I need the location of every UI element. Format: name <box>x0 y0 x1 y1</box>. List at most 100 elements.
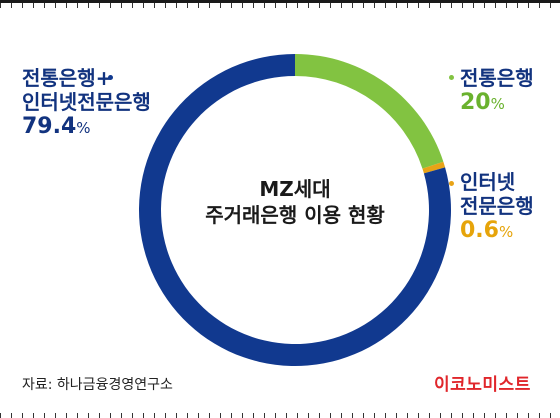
label-name-line: 전통은행 <box>460 66 534 90</box>
ruler-tick <box>407 3 408 8</box>
ruler-tick <box>539 413 540 418</box>
ruler-tick <box>11 3 12 8</box>
ruler-tick <box>308 3 309 8</box>
ruler-tick <box>451 413 452 418</box>
ruler-tick <box>165 3 166 8</box>
ruler-tick <box>429 3 430 8</box>
donut-slice-1 <box>422 161 446 174</box>
ruler-tick <box>363 3 364 8</box>
label-name-line: 인터넷전문은행 <box>22 90 151 114</box>
ruler-tick <box>440 413 441 418</box>
ruler-tick <box>418 413 419 418</box>
ruler-tick <box>330 3 331 8</box>
ruler-tick <box>297 413 298 418</box>
chart-title-line-2: 주거래은행 이용 현황 <box>205 203 385 227</box>
ruler-tick <box>264 3 265 8</box>
ruler-tick <box>396 413 397 418</box>
ruler-tick <box>231 3 232 8</box>
ruler-tick <box>0 3 1 8</box>
ruler-tick <box>253 413 254 418</box>
ruler-tick <box>517 413 518 418</box>
value-unit: % <box>498 223 514 241</box>
value-unit: % <box>490 95 505 113</box>
ruler-tick <box>55 3 56 8</box>
ruler-tick <box>176 3 177 8</box>
value-unit: % <box>76 119 91 137</box>
ruler-tick <box>132 3 133 8</box>
ruler-tick <box>154 3 155 8</box>
ruler-tick <box>121 3 122 8</box>
ruler-tick <box>22 413 23 418</box>
ruler-tick <box>242 413 243 418</box>
label-traditional: 전통은행 20% <box>460 66 534 117</box>
ruler-tick <box>187 3 188 8</box>
ruler-tick <box>396 3 397 8</box>
marker-dot-green <box>449 75 454 80</box>
ruler-tick <box>484 3 485 8</box>
ruler-tick <box>44 413 45 418</box>
ruler-tick <box>110 3 111 8</box>
ruler-tick <box>528 3 529 8</box>
ruler-tick <box>286 3 287 8</box>
ruler-tick <box>176 413 177 418</box>
ruler-tick <box>0 413 1 418</box>
brand-logo: 이코노미스트 <box>434 375 531 395</box>
label-value: 79.4% <box>22 114 151 141</box>
ruler-tick <box>297 3 298 8</box>
ruler-tick <box>55 413 56 418</box>
ruler-tick <box>99 413 100 418</box>
ruler-tick <box>209 3 210 8</box>
ruler-tick <box>308 413 309 418</box>
ruler-tick <box>319 3 320 8</box>
ruler-tick <box>473 413 474 418</box>
top-ruler <box>0 3 560 11</box>
ruler-tick <box>451 3 452 8</box>
ruler-tick <box>77 413 78 418</box>
ruler-tick <box>110 413 111 418</box>
donut-slice-0 <box>295 54 444 169</box>
ruler-tick <box>253 3 254 8</box>
ruler-tick <box>385 3 386 8</box>
ruler-tick <box>330 413 331 418</box>
ruler-tick <box>44 3 45 8</box>
ruler-tick <box>341 3 342 8</box>
label-name-line: 전통은행+ <box>22 66 113 90</box>
ruler-tick <box>363 413 364 418</box>
ruler-tick <box>77 3 78 8</box>
bottom-ruler <box>0 410 560 418</box>
ruler-tick <box>286 413 287 418</box>
ruler-tick <box>88 3 89 8</box>
ruler-tick <box>121 413 122 418</box>
ruler-tick <box>242 3 243 8</box>
ruler-tick <box>132 413 133 418</box>
label-name-line: 인터넷 <box>460 170 516 194</box>
label-traditional-plus-internet: 전통은행+ 인터넷전문은행 79.4% <box>22 66 151 141</box>
ruler-tick <box>231 413 232 418</box>
marker-dot-orange <box>449 181 454 186</box>
ruler-tick <box>528 413 529 418</box>
ruler-tick <box>374 3 375 8</box>
ruler-tick <box>220 3 221 8</box>
ruler-tick <box>429 413 430 418</box>
value-number: 79.4 <box>22 114 77 139</box>
ruler-tick <box>33 3 34 8</box>
ruler-tick <box>462 413 463 418</box>
ruler-tick <box>374 413 375 418</box>
ruler-tick <box>220 413 221 418</box>
ruler-tick <box>165 413 166 418</box>
ruler-tick <box>319 413 320 418</box>
value-number: 0.6 <box>460 218 499 243</box>
chart-title-line-1: MZ세대 <box>259 177 331 201</box>
ruler-tick <box>33 413 34 418</box>
source-note: 자료: 하나금융경영연구소 <box>22 377 173 393</box>
label-value: 20% <box>460 90 534 117</box>
ruler-tick <box>66 3 67 8</box>
ruler-tick <box>440 3 441 8</box>
ruler-tick <box>198 3 199 8</box>
ruler-tick <box>418 3 419 8</box>
ruler-tick <box>187 413 188 418</box>
ruler-tick <box>495 413 496 418</box>
ruler-tick <box>66 413 67 418</box>
ruler-tick <box>473 3 474 8</box>
